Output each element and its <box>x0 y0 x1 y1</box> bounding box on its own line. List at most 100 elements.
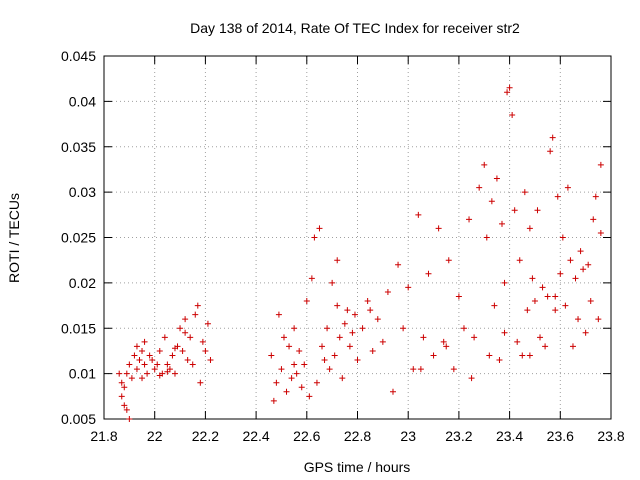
data-point <box>133 343 140 350</box>
data-point <box>339 375 346 382</box>
data-point <box>301 361 308 368</box>
data-point <box>466 216 473 223</box>
chart-title: Day 138 of 2014, Rate Of TEC Index for r… <box>190 20 520 36</box>
data-point <box>491 302 498 309</box>
data-point <box>547 148 554 155</box>
y-tick-label: 0.01 <box>69 366 96 382</box>
data-point <box>420 334 427 341</box>
data-point <box>521 189 528 196</box>
data-point <box>511 207 518 214</box>
data-point <box>171 370 178 377</box>
data-point <box>455 293 462 300</box>
data-point <box>483 234 490 241</box>
data-point <box>501 329 508 336</box>
data-point <box>131 352 138 359</box>
data-point <box>194 302 201 309</box>
data-point <box>166 366 173 373</box>
data-point <box>389 388 396 395</box>
x-tick-label: 22.8 <box>344 428 371 444</box>
data-point <box>306 393 313 400</box>
x-tick-label: 23.8 <box>597 428 624 444</box>
data-point <box>184 357 191 364</box>
data-point <box>319 343 326 350</box>
y-tick-label: 0.005 <box>61 411 96 427</box>
data-point <box>182 329 189 336</box>
data-point <box>177 325 184 332</box>
data-point <box>440 338 447 345</box>
data-point <box>542 343 549 350</box>
x-tick-label: 22.4 <box>242 428 269 444</box>
data-point <box>557 270 564 277</box>
data-point <box>506 84 513 91</box>
y-tick-label: 0.04 <box>69 93 96 109</box>
data-point <box>504 89 511 96</box>
data-point <box>144 370 151 377</box>
data-point <box>569 343 576 350</box>
data-point <box>516 257 523 264</box>
data-point <box>278 366 285 373</box>
data-point <box>425 270 432 277</box>
data-point <box>169 352 176 359</box>
data-point <box>526 352 533 359</box>
data-point <box>164 368 171 375</box>
x-tick-label: 23 <box>400 428 416 444</box>
data-point <box>346 343 353 350</box>
data-point <box>534 207 541 214</box>
data-point <box>349 329 356 336</box>
data-point <box>549 134 556 141</box>
x-tick-label: 23.6 <box>547 428 574 444</box>
data-point <box>514 338 521 345</box>
y-tick-label: 0.02 <box>69 275 96 291</box>
data-point <box>585 261 592 268</box>
data-point <box>291 325 298 332</box>
data-point <box>481 161 488 168</box>
data-point <box>187 334 194 341</box>
data-point <box>326 366 333 373</box>
data-point <box>529 275 536 282</box>
data-point <box>156 347 163 354</box>
data-point <box>531 298 538 305</box>
data-point <box>293 370 300 377</box>
data-point <box>369 347 376 354</box>
data-point <box>324 325 331 332</box>
data-point <box>133 366 140 373</box>
data-point <box>450 366 457 373</box>
data-point <box>182 316 189 323</box>
data-point <box>121 402 128 409</box>
data-point <box>268 352 275 359</box>
data-point <box>460 325 467 332</box>
data-point <box>496 357 503 364</box>
data-point <box>395 261 402 268</box>
data-point <box>329 279 336 286</box>
data-point <box>468 375 475 382</box>
y-tick-label: 0.045 <box>61 48 96 64</box>
data-point <box>336 334 343 341</box>
data-point <box>202 347 209 354</box>
data-point <box>567 257 574 264</box>
data-point <box>580 266 587 273</box>
data-point <box>334 257 341 264</box>
x-tick-labels: 21.8 22 22.2 22.4 22.6 22.8 23 23.2 23.4 23.6 23.8 <box>90 428 624 444</box>
data-point <box>189 361 196 368</box>
data-point <box>303 298 310 305</box>
x-tick-label: 22 <box>147 428 163 444</box>
data-point <box>126 416 133 422</box>
data-point <box>493 175 500 182</box>
data-point <box>298 384 305 391</box>
x-tick-label: 21.8 <box>90 428 117 444</box>
grid-lines <box>104 56 611 419</box>
y-axis-label: ROTI / TECUs <box>6 193 22 283</box>
data-point <box>354 357 361 364</box>
data-point <box>572 275 579 282</box>
data-point <box>123 370 130 377</box>
data-point <box>149 357 156 364</box>
data-point <box>311 234 318 241</box>
data-point <box>207 357 214 364</box>
data-point <box>273 379 280 386</box>
data-point <box>597 229 604 236</box>
data-point <box>146 352 153 359</box>
x-tick-label: 22.2 <box>192 428 219 444</box>
data-point <box>308 275 315 282</box>
data-point <box>321 357 328 364</box>
data-point <box>501 279 508 286</box>
